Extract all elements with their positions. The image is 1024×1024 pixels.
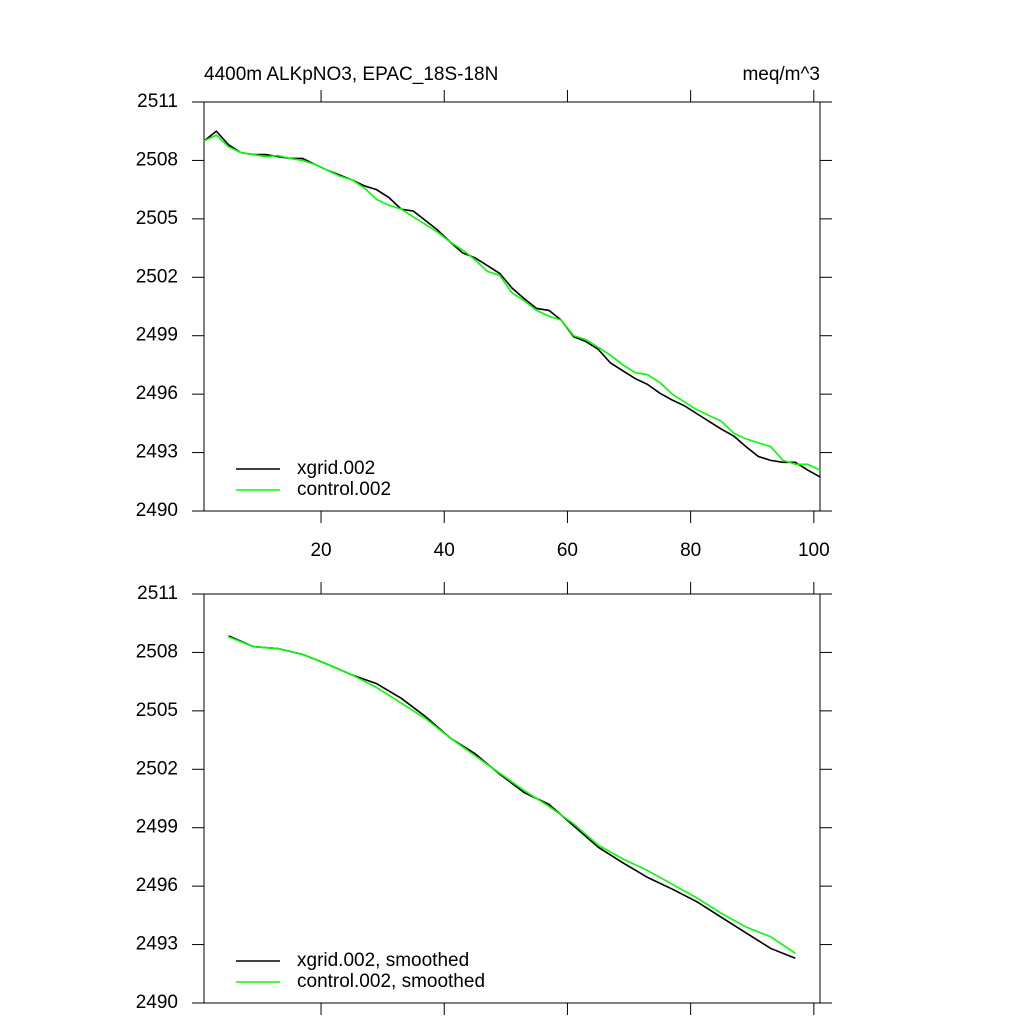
units-label: meq/m^3 [742, 64, 820, 85]
y-tick-label: 2499 [136, 817, 178, 838]
y-tick-label: 2508 [136, 641, 178, 662]
y-tick-label: 2502 [136, 266, 178, 287]
plot-frame [203, 101, 821, 512]
y-tick-label: 2508 [136, 149, 178, 170]
y-tick-label: 2499 [136, 325, 178, 346]
y-tick-label: 2493 [136, 442, 178, 463]
chart-title: 4400m ALKpNO3, EPAC_18S-18N [204, 64, 498, 85]
y-tick-label: 2490 [136, 500, 178, 521]
y-tick-label: 2505 [136, 208, 178, 229]
legend-label: xgrid.002 [297, 458, 375, 479]
plot-frame [203, 593, 821, 1004]
y-tick-label: 2496 [136, 875, 178, 896]
series-line [228, 635, 796, 959]
legend-label: control.002, smoothed [297, 971, 485, 992]
x-tick-label: 100 [798, 540, 830, 561]
x-tick-label: 80 [680, 540, 701, 561]
y-tick-label: 2496 [136, 383, 178, 404]
y-tick-label: 2490 [136, 992, 178, 1013]
series-line [203, 130, 821, 478]
x-tick-label: 40 [434, 540, 455, 561]
y-tick-label: 2511 [137, 91, 178, 112]
y-tick-label: 2493 [136, 934, 178, 955]
legend-label: control.002 [297, 479, 391, 500]
y-tick-label: 2511 [137, 583, 178, 604]
series-line [203, 134, 821, 471]
y-tick-label: 2505 [136, 700, 178, 721]
y-tick-label: 2502 [136, 758, 178, 779]
series-line [228, 636, 796, 955]
x-tick-label: 60 [557, 540, 578, 561]
legend-label: xgrid.002, smoothed [297, 950, 469, 971]
x-tick-label: 20 [310, 540, 331, 561]
